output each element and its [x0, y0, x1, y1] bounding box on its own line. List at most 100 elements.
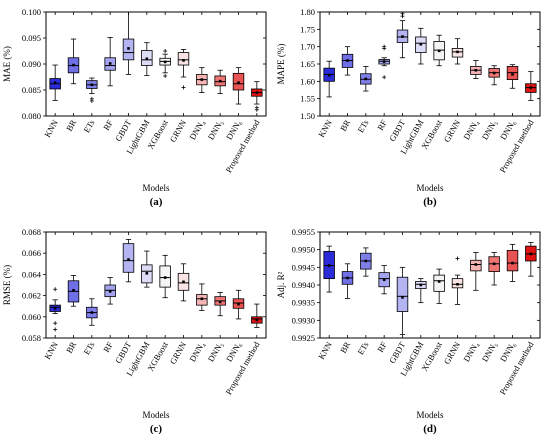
y-tick-label: 0.085 [22, 85, 41, 95]
y-axis-title: MAPE (%) [276, 44, 286, 85]
plot-frame [45, 11, 267, 117]
mean-marker [108, 62, 112, 65]
mean-marker [474, 263, 478, 266]
x-tick-label: DNN₅ [206, 118, 225, 142]
box-knn [323, 60, 335, 98]
x-axis-title: Models [143, 183, 170, 193]
box-gbdt [396, 266, 409, 335]
box-br [341, 263, 354, 299]
iqr-box [396, 276, 409, 312]
y-tick-label: 0.095 [22, 33, 41, 43]
box-gbdt [122, 11, 135, 75]
mean-marker [72, 289, 75, 292]
x-tick-label: DNN₄ [461, 118, 480, 142]
y-tick-label: 0.080 [22, 111, 41, 121]
x-tick-label: ETs [81, 118, 96, 134]
mean-marker [218, 300, 222, 304]
mean-marker [401, 296, 404, 299]
mean-marker [419, 42, 423, 46]
box-ets [360, 247, 372, 277]
x-axis-title: Models [143, 410, 170, 420]
y-tick-label: 0.062 [22, 291, 41, 301]
box-grnn [177, 263, 190, 302]
panel-c: 0.058 0.060 0.062 0.064 0.066 0.068 RMSE (%) KN… [2, 227, 267, 435]
panel-b: 1.50 1.55 1.60 1.65 1.70 1.75 1.80 MAPE (%) KNN B… [276, 7, 541, 208]
x-tick-label: ETs [81, 340, 96, 356]
mean-marker [237, 81, 240, 85]
y-tick-label: 0.068 [22, 227, 41, 237]
mean-marker [382, 60, 386, 63]
x-tick-label: DNN₄ [461, 340, 480, 364]
mean-marker [182, 280, 185, 284]
box-knn [49, 64, 61, 101]
plot-frame [319, 231, 541, 339]
mean-marker [108, 290, 112, 293]
x-tick-label: KNN [42, 340, 60, 361]
x-tick-label: BR [64, 118, 78, 133]
box-rf [378, 44, 390, 80]
y-tick-label: 1.65 [300, 59, 315, 69]
box-gbdt [122, 239, 135, 283]
mean-marker [72, 63, 75, 67]
panel-label: (b) [423, 196, 437, 208]
y-tick-label: 0.090 [22, 59, 41, 69]
mean-marker [200, 297, 204, 301]
y-tick-label: 1.70 [300, 42, 315, 52]
box-dnn- [214, 292, 226, 317]
x-tick-label: KNN [316, 118, 334, 139]
panel-a: 0.080 0.085 0.090 0.095 0.100 MAE (%) KNN BR ETs… [2, 7, 267, 208]
x-tick-label: BR [338, 118, 352, 133]
panel-label: (a) [150, 196, 163, 208]
mean-marker [364, 77, 368, 81]
mean-marker [437, 49, 441, 53]
box-dnn- [506, 243, 519, 282]
mean-marker [182, 59, 185, 62]
y-tick-label: 0.064 [22, 269, 42, 279]
x-tick-label: BR [338, 340, 352, 355]
box-ets [86, 77, 98, 103]
box-dnn- [196, 67, 208, 93]
mean-marker [492, 71, 496, 75]
mean-marker [419, 283, 423, 287]
x-tick-label: RF [375, 340, 389, 354]
y-tick-label: 0.9945 [292, 262, 315, 272]
mean-marker [456, 282, 459, 286]
mean-marker [529, 86, 533, 89]
iqr-box [177, 52, 190, 66]
box-grnn [177, 49, 190, 90]
mean-marker [255, 91, 259, 94]
box-lightgbm [415, 278, 427, 304]
y-tick-label: 1.60 [300, 76, 315, 86]
plot-frame [45, 231, 267, 339]
box-proposed-method [525, 71, 537, 101]
mean-marker [511, 261, 514, 265]
mean-marker [200, 78, 204, 81]
box-lightgbm [415, 27, 427, 65]
mean-marker [53, 81, 57, 85]
box-rf [104, 37, 116, 87]
y-tick-label: 1.55 [300, 94, 315, 104]
mean-marker [346, 276, 349, 280]
box-xgboost [159, 49, 171, 78]
mean-marker [163, 276, 167, 279]
box-proposed-method [251, 303, 263, 328]
x-tick-label: DNN₄ [187, 340, 206, 364]
box-gbdt [396, 11, 409, 59]
mean-marker [145, 57, 149, 61]
x-tick-label: DNN₅ [206, 340, 225, 364]
mean-marker [163, 60, 167, 64]
y-tick-label: 0.9935 [292, 298, 315, 308]
x-tick-label: GRNN [442, 340, 463, 366]
box-br [341, 46, 354, 76]
y-axis-title: RMSE (%) [2, 265, 12, 305]
x-tick-label: ETs [355, 118, 370, 134]
y-tick-label: 0.066 [22, 248, 41, 258]
box-lightgbm [141, 42, 153, 76]
y-tick-label: 0.9930 [292, 315, 315, 325]
mean-marker [90, 311, 94, 314]
box-lightgbm [141, 250, 153, 288]
y-tick-label: 0.058 [22, 333, 41, 343]
mean-marker [218, 79, 222, 83]
box-ets [86, 298, 98, 326]
